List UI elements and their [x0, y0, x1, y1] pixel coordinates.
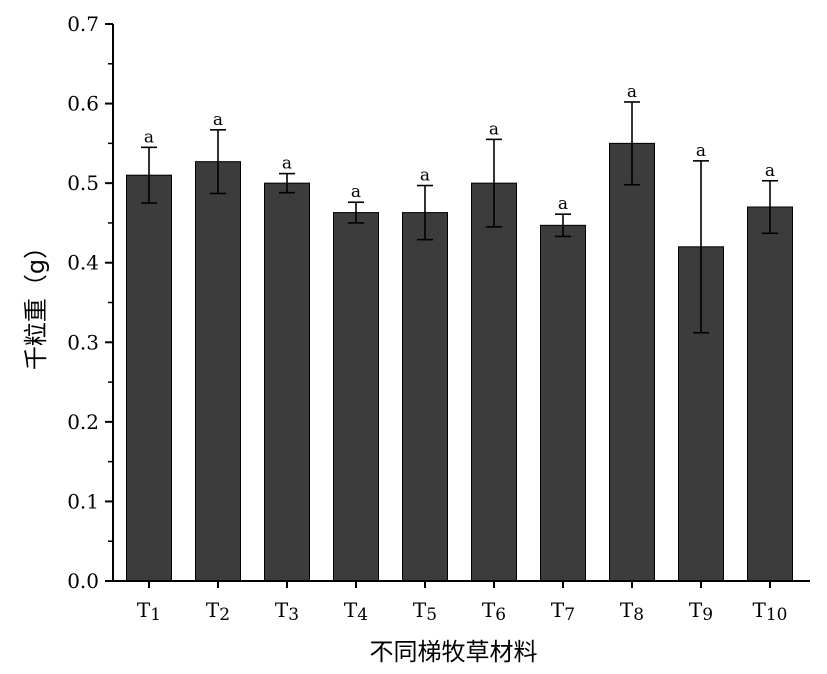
y-axis-title: 千粒重（g） — [22, 235, 50, 370]
x-tick-label: T4 — [344, 598, 368, 625]
bar — [264, 182, 310, 582]
x-tick-label: T9 — [689, 598, 713, 625]
y-axis: 0.0 0.1 0.2 0.3 0.4 0.5 0.6 0.7 — [67, 12, 114, 593]
significance-label: a — [282, 154, 292, 174]
bar — [402, 212, 448, 582]
y-tick-label: 0.3 — [67, 330, 99, 354]
error-bar — [762, 179, 778, 235]
x-axis-title: 不同梯牧草材料 — [370, 638, 538, 666]
significance-label: a — [558, 194, 568, 214]
significance-label: a — [627, 82, 637, 102]
x-axis: T1 T2 T3 T4 T5 T6 T7 T8 T9 T10 — [112, 580, 810, 625]
x-tick-label: T2 — [206, 598, 230, 625]
significance-label: a — [696, 141, 706, 161]
bar — [333, 212, 379, 582]
y-tick-label: 0.5 — [67, 171, 99, 195]
bar — [747, 206, 793, 582]
x-tick-label: T3 — [275, 598, 299, 625]
x-tick-label: T5 — [413, 598, 437, 625]
y-tick-label: 0.2 — [67, 410, 99, 434]
significance-label: a — [351, 182, 361, 202]
significance-label: a — [765, 161, 775, 181]
significance-label: a — [489, 119, 499, 139]
significance-label: a — [144, 127, 154, 147]
x-tick-label: T7 — [551, 598, 575, 625]
error-bar — [279, 172, 295, 194]
significance-label: a — [420, 166, 430, 186]
bars-group — [126, 142, 793, 582]
x-tick-label: T1 — [137, 598, 161, 625]
x-tick-label: T10 — [753, 598, 788, 625]
error-bar — [141, 146, 157, 204]
error-bar — [693, 160, 709, 334]
bar — [126, 174, 172, 582]
significance-labels-group: a a a a a a a a a a — [144, 82, 775, 214]
bar — [609, 142, 655, 582]
y-tick-label: 0.6 — [67, 92, 99, 116]
error-bars-group — [141, 101, 778, 334]
y-tick-label: 0.4 — [67, 251, 99, 275]
error-bar — [417, 184, 433, 241]
bar — [471, 182, 517, 582]
y-tick-label: 0.7 — [67, 12, 99, 36]
error-bar — [555, 213, 571, 238]
error-bar — [348, 201, 364, 224]
error-bar — [624, 101, 640, 186]
y-tick-label: 0.0 — [67, 569, 99, 593]
error-bar — [486, 138, 502, 228]
error-bar — [210, 129, 226, 195]
significance-label: a — [213, 110, 223, 130]
bar — [195, 161, 241, 582]
bar — [540, 224, 586, 582]
x-tick-label: T6 — [482, 598, 506, 625]
x-tick-label: T8 — [620, 598, 644, 625]
y-tick-label: 0.1 — [67, 489, 99, 513]
